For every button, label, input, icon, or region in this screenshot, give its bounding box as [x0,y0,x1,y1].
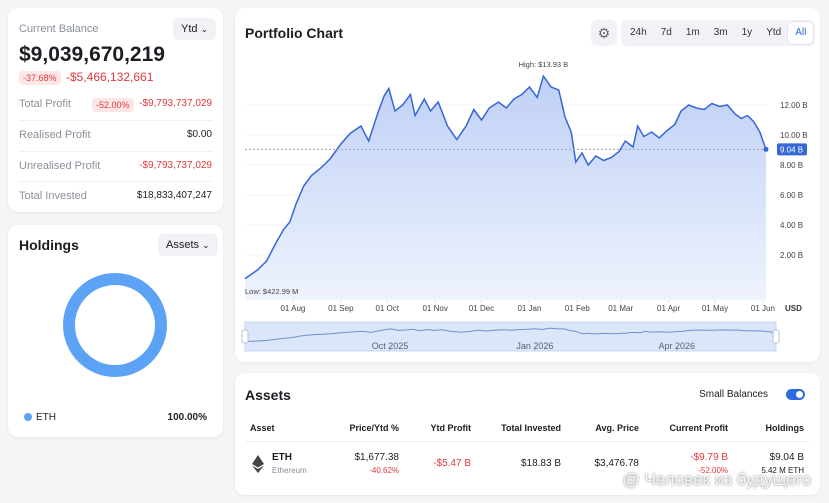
range-button[interactable]: 24h [630,27,647,38]
assets-title: Assets [245,387,291,403]
navigator-label: Oct 2025 [372,341,409,351]
range-button[interactable]: 1m [685,27,700,38]
navigator-label: Apr 2026 [658,341,695,351]
y-tick-label: 4.00 B [780,221,803,230]
column-header: Holdings [765,423,805,433]
separator [245,441,810,442]
row-label: Unrealised Profit [19,160,101,172]
line [244,74,767,280]
avg-price: $3,476.78 [594,458,640,469]
row-label: Total Invested [19,190,87,202]
range-selector: 24h 7d 1m 3m 1y Ytd All [621,20,816,46]
x-tick-label: 01 Dec [469,304,494,313]
navigator-window [244,321,777,352]
navigator-line [244,327,777,343]
holdings-dropdown[interactable]: Assets ⌄ [158,234,218,256]
assets-card: Assets Small Balances Asset Price/Ytd % … [235,373,820,495]
row-label: Realised Profit [19,129,91,141]
row-label: Total Profit [19,98,71,110]
y-unit: USD [785,304,802,313]
low-label: Low: $422.99 M [245,287,298,296]
current-profit-pct: -52.00% [698,466,728,475]
eth-icon [252,455,264,473]
balance-label: Current Balance [19,23,99,35]
portfolio-chart: 2.00 B 4.00 B 6.00 B 8.00 B 10.00 B 12.00 B US… [241,60,808,352]
balance-card: Current Balance Ytd ⌄ $9,039,670,219 -37… [8,8,223,212]
navigator-label: Jan 2026 [516,341,553,351]
chart-title: Portfolio Chart [245,25,343,41]
donut-segment [63,273,167,377]
settings-button[interactable]: ⚙ [591,20,617,46]
y-tick-label: 12.00 B [780,101,808,110]
x-tick-label: 01 Jan [517,304,541,313]
x-tick-label: 01 Apr [657,304,680,313]
x-tick-label: 01 May [702,304,728,313]
legend-label: ETH [36,412,56,423]
chart-card: Portfolio Chart ⚙ 24h 7d 1m 3m 1y Ytd All 2.00… [235,8,820,362]
change-badge: -37.68% [19,71,61,85]
column-header: Price/Ytd % [349,423,399,433]
ytd-profit: -$5.47 B [433,458,471,469]
x-tick-label: 01 Sep [328,304,354,313]
y-tick-label: 8.00 B [780,161,803,170]
holdings-value: $9.04 B [769,452,804,463]
price: $1,677.38 [354,452,400,463]
current-badge [777,143,807,156]
balance-value: $9,039,670,219 [19,43,165,66]
legend-dot [24,413,32,421]
change-value: -$5,466,132,661 [66,70,154,84]
column-header: Ytd Profit [430,423,472,433]
row-value: $18,833,407,247 [136,190,212,201]
column-header: Avg. Price [595,423,639,433]
column-header: Total Invested [501,423,561,433]
y-tick-label: 6.00 B [780,191,803,200]
x-tick-label: 01 Aug [280,304,305,313]
row-badge: -52.00% [92,98,134,112]
range-button[interactable]: 7d [660,27,672,38]
holdings-view: Assets [166,239,200,251]
current-profit: -$9.79 B [690,452,728,463]
x-tick-label: 01 Jun [751,304,775,313]
range-button[interactable]: 3m [713,27,728,38]
row-value: $0.00 [186,129,212,140]
high-label: High: $13.93 B [519,60,569,69]
y-tick-label: 10.00 B [780,131,808,140]
watermark: @ Человек из будущего [622,470,812,489]
holdings-amount: 5.42 M ETH [761,466,804,475]
separator [19,181,212,182]
row-value: -$9,793,737,029 [139,98,212,109]
column-header: Current Profit [669,423,729,433]
separator [19,151,212,152]
period-dropdown[interactable]: Ytd ⌄ [173,18,217,40]
ytd-pct: -40.62% [369,466,399,475]
x-tick-label: 01 Nov [422,304,447,313]
area [245,76,766,300]
period-value: Ytd [181,23,198,35]
range-button[interactable]: All [788,22,814,44]
donut-chart: ETH 100.00% [24,273,208,423]
legend-value: 100.00% [168,412,208,423]
x-tick-label: 01 Mar [608,304,633,313]
asset-symbol: ETH [272,452,292,463]
asset-name: Ethereum [272,466,307,475]
separator [19,120,212,121]
current-point [763,146,769,152]
total-invested: $18.83 B [520,458,561,469]
navigator-handle [241,329,249,344]
small-balances-label: Small Balances [699,389,768,400]
y-tick-label: 2.00 B [780,251,803,260]
x-tick-label: 01 Oct [375,304,399,313]
navigator-handle [772,329,780,344]
range-button[interactable]: Ytd [766,27,782,38]
row-value: -$9,793,737,029 [139,160,212,171]
current-label: 9.04 B [780,145,803,154]
range-button[interactable]: 1y [741,27,753,38]
x-tick-label: 01 Feb [565,304,590,313]
column-header: Asset [250,423,275,433]
small-balances-toggle[interactable] [786,389,805,400]
holdings-title: Holdings [19,237,79,253]
holdings-card: Holdings Assets ⌄ ETH 100.00% [8,225,223,437]
